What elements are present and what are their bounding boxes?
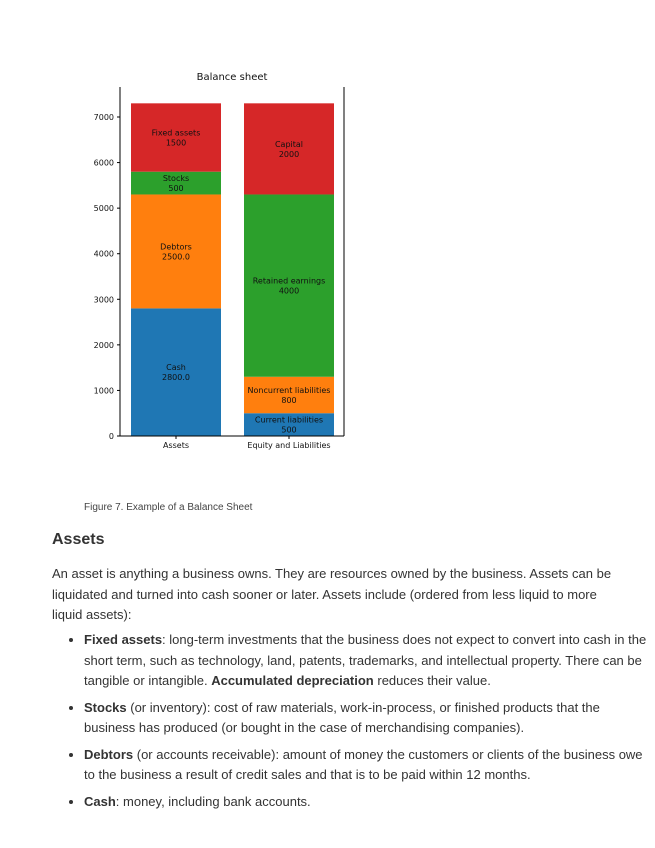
y-tick-label: 5000 [94,204,114,213]
description: reduces their value. [373,673,491,688]
segment-value: 2500.0 [162,252,190,261]
y-tick-label: 3000 [94,295,114,304]
y-tick-label: 4000 [94,250,114,259]
bar-segment [244,194,334,377]
term: Accumulated depreciation [211,673,374,688]
term: Fixed assets [84,632,163,647]
bar-segment [244,413,334,436]
bar-segment [244,103,334,195]
description: : long-term investments that the busines… [84,632,647,688]
description: (or accounts receivable): amount of mone… [84,746,643,783]
segment-value: 2000 [279,150,299,159]
segment-name: Noncurrent liabilities [248,386,331,395]
segment-value: 500 [168,184,183,193]
bar-segment [131,308,221,436]
chart-title: Balance sheet [197,72,268,83]
bar-segment [131,171,221,195]
list-item: Debtors (or accounts receivable): amount… [84,745,654,786]
segment-value: 1500 [166,139,186,148]
intro-paragraph: An asset is anything a business owns. Th… [52,566,612,622]
bar-segment [244,376,334,414]
list-item: Cash: money, including bank accounts. [84,792,654,813]
segment-value: 800 [281,396,296,405]
y-tick-label: 1000 [94,386,114,395]
segment-value: 500 [281,426,296,435]
segment-name: Current liabilities [255,416,323,425]
segment-name: Fixed assets [152,129,201,138]
segment-value: 4000 [279,287,299,296]
list-item: Stocks (or inventory): cost of raw mater… [84,698,654,739]
x-tick-label: Equity and Liabilities [247,441,330,450]
bar-segment [131,103,221,172]
segment-name: Stocks [163,174,189,183]
segment-value: 2800.0 [162,373,190,382]
description: (or inventory): cost of raw materials, w… [84,699,600,736]
description: : money, including bank accounts. [115,793,311,809]
segment-name: Cash [166,363,186,372]
term: Debtors [84,746,134,762]
section-heading: Assets [52,531,105,548]
segment-name: Capital [275,140,303,149]
asset-list: Fixed assets: long-term investments that… [52,630,654,818]
term: Stocks [84,699,127,715]
y-tick-label: 2000 [94,341,114,350]
y-tick-label: 7000 [94,113,114,122]
figure-caption: Figure 7. Example of a Balance Sheet [84,502,253,513]
segment-name: Debtors [160,242,192,251]
segment-name: Retained earnings [253,277,326,286]
x-tick-label: Assets [163,441,189,450]
y-tick-label: 0 [109,432,114,441]
list-item: Fixed assets: long-term investments that… [84,630,654,692]
bar-segment [131,194,221,309]
term: Cash [84,793,116,809]
y-tick-label: 6000 [94,159,114,168]
